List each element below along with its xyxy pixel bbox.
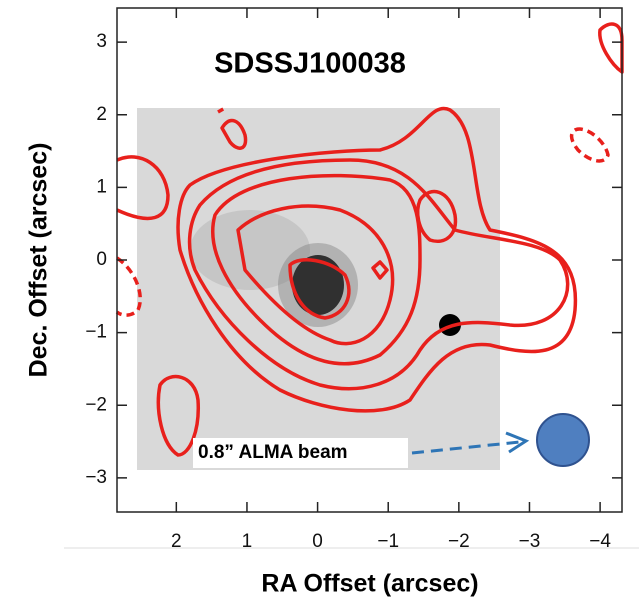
y-tick-label: −1 bbox=[85, 322, 107, 343]
contour-negative bbox=[217, 106, 226, 114]
contour-negative bbox=[115, 256, 142, 317]
contour bbox=[288, 258, 351, 320]
x-axis-label: RA Offset (arcsec) bbox=[261, 570, 478, 598]
contour bbox=[211, 173, 422, 366]
contour-negative bbox=[569, 127, 610, 163]
x-tick-label: −4 bbox=[589, 531, 611, 552]
contour bbox=[416, 189, 458, 243]
contour bbox=[187, 158, 570, 391]
x-tick-label: −3 bbox=[519, 531, 541, 552]
y-tick-label: 3 bbox=[96, 31, 107, 52]
x-tick-label: −1 bbox=[377, 531, 399, 552]
annotation: 0.8” ALMA beam bbox=[198, 442, 348, 463]
arrow-head bbox=[505, 431, 530, 454]
annotation-box bbox=[193, 438, 408, 468]
image-glow bbox=[190, 210, 310, 290]
y-tick-label: 0 bbox=[96, 249, 107, 270]
y-tick-label: −3 bbox=[85, 467, 107, 488]
y-tick-label: −2 bbox=[85, 394, 107, 415]
contour bbox=[176, 106, 578, 413]
contour bbox=[116, 155, 170, 221]
galaxy-core bbox=[292, 255, 344, 315]
x-tick-label: 0 bbox=[312, 531, 323, 552]
galaxy-halo bbox=[278, 243, 358, 327]
beam bbox=[536, 413, 590, 467]
x-tick-label: 1 bbox=[242, 531, 253, 552]
contour bbox=[371, 260, 389, 280]
x-tick-label: 2 bbox=[171, 531, 182, 552]
contours bbox=[115, 22, 624, 457]
y-tick-label: 1 bbox=[96, 176, 107, 197]
x-tick-label: −2 bbox=[448, 531, 470, 552]
contour bbox=[220, 118, 248, 150]
chart-title: SDSSJ100038 bbox=[214, 48, 406, 80]
y-axis-label: Dec. Offset (arcsec) bbox=[25, 143, 53, 378]
y-tick-label: 2 bbox=[96, 104, 107, 125]
contour bbox=[236, 204, 395, 346]
